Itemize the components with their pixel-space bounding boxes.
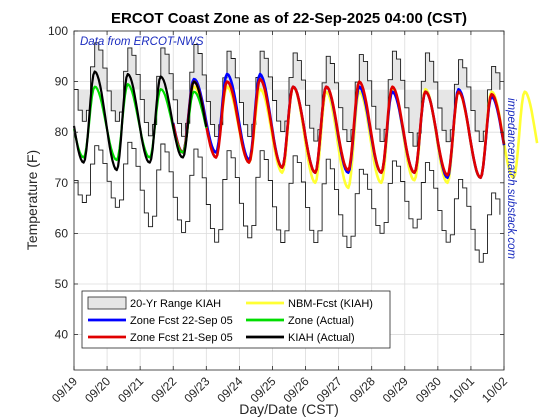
series-line-kiah-actual	[72, 70, 208, 172]
axes-border	[73, 30, 505, 371]
legend-label-zone-fcst-21-sep-05: Zone Fcst 21-Sep 05	[130, 332, 233, 344]
range-band-fill	[74, 42, 500, 147]
y-axis-title: Temperature (F)	[24, 150, 40, 250]
legend-label-20-yr-range-kiah: 20-Yr Range KIAH	[130, 298, 221, 310]
y-tick-label: 90	[55, 75, 69, 89]
y-tick-label: 40	[55, 328, 69, 342]
y-tick-label: 50	[55, 277, 69, 291]
series-lines	[72, 70, 539, 190]
y-tick-label: 100	[48, 24, 68, 38]
legend-label-zone-actual: Zone (Actual)	[288, 315, 354, 327]
legend: 20-Yr Range KIAH NBM-Fcst (KIAH) Zone Fcst…	[81, 290, 391, 349]
series-line-zone-fcst-21-sep-05	[171, 77, 506, 179]
range-band-lower-edge	[74, 141, 501, 263]
source-annotation: Data from ERCOT-NWS	[80, 36, 204, 48]
x-axis-title: Day/Date (CST)	[239, 401, 339, 417]
legend-swatch-20-yr-range-kiah	[87, 296, 127, 310]
legend-label-kiah-actual: KIAH (Actual)	[288, 332, 355, 344]
y-tick-label: 60	[55, 226, 69, 240]
website-label: impedancematch.substack.com	[505, 98, 517, 259]
y-tick-label: 70	[55, 176, 69, 190]
legend-box	[81, 290, 391, 349]
legend-label-nbm-fcst-kiah: NBM-Fcst (KIAH)	[288, 298, 373, 310]
legend-label-zone-fcst-22-sep-05: Zone Fcst 22-Sep 05	[130, 315, 233, 327]
chart-title: ERCOT Coast Zone as of 22-Sep-2025 04:00…	[111, 10, 467, 27]
y-tick-label: 80	[55, 125, 69, 139]
